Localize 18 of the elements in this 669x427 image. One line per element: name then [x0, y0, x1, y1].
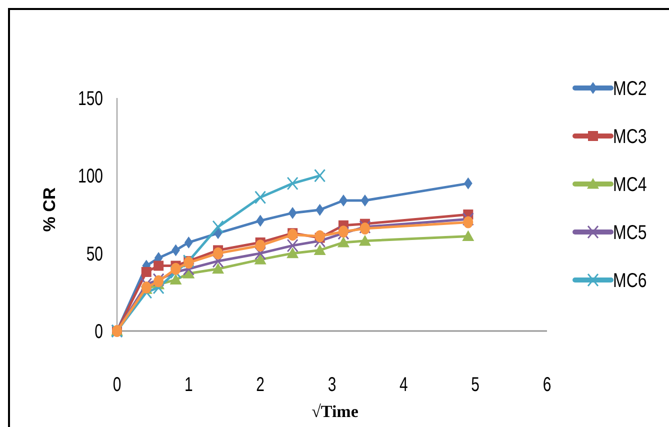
- legend-label: MC5: [613, 221, 647, 244]
- legend-label: MC4: [613, 173, 647, 196]
- x-tick-label: 1: [184, 372, 193, 396]
- x-tick-label: 3: [328, 372, 336, 396]
- x-tick-label: 2: [256, 372, 265, 396]
- y-tick-label: 0: [94, 320, 104, 343]
- y-tick-label: 100: [78, 164, 104, 188]
- y-axis-title: % CR: [40, 187, 59, 232]
- x-tick-label: 0: [112, 372, 122, 396]
- legend-label: MC2: [613, 77, 647, 100]
- x-tick-label: 5: [471, 372, 480, 396]
- y-tick-label: 150: [78, 86, 104, 110]
- x-tick-label: 4: [399, 372, 408, 396]
- x-tick-label: 6: [542, 372, 552, 396]
- legend-label: MC3: [613, 125, 647, 148]
- y-tick-label: 50: [86, 242, 104, 265]
- x-axis-title: √Time: [312, 402, 359, 421]
- legend-label: MC6: [613, 269, 647, 292]
